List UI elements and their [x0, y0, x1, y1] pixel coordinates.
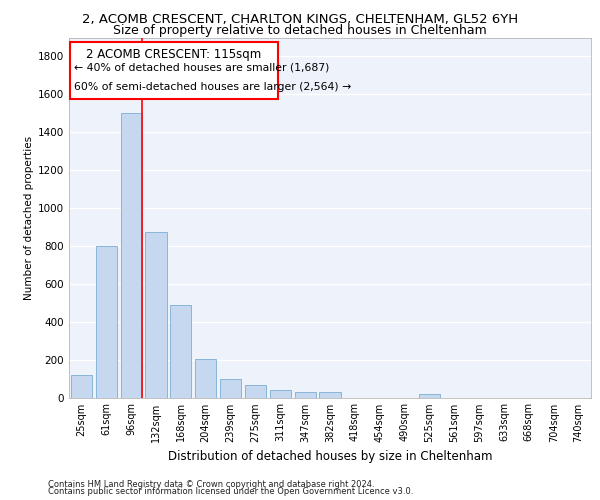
Bar	[170, 304, 191, 398]
Bar	[71, 375, 92, 398]
Bar	[121, 114, 142, 398]
Bar	[270, 390, 291, 398]
Bar	[145, 232, 167, 398]
Bar	[245, 385, 266, 398]
Text: Size of property relative to detached houses in Cheltenham: Size of property relative to detached ho…	[113, 24, 487, 37]
Bar	[220, 378, 241, 398]
Text: Contains public sector information licensed under the Open Government Licence v3: Contains public sector information licen…	[48, 487, 413, 496]
Bar	[295, 392, 316, 398]
Bar	[419, 394, 440, 398]
Bar	[96, 246, 117, 398]
Text: 60% of semi-detached houses are larger (2,564) →: 60% of semi-detached houses are larger (…	[74, 82, 351, 92]
Text: 2, ACOMB CRESCENT, CHARLTON KINGS, CHELTENHAM, GL52 6YH: 2, ACOMB CRESCENT, CHARLTON KINGS, CHELT…	[82, 12, 518, 26]
Bar	[319, 392, 341, 398]
X-axis label: Distribution of detached houses by size in Cheltenham: Distribution of detached houses by size …	[168, 450, 492, 463]
Bar	[70, 42, 278, 99]
Y-axis label: Number of detached properties: Number of detached properties	[24, 136, 34, 300]
Bar	[195, 358, 216, 398]
Text: 2 ACOMB CRESCENT: 115sqm: 2 ACOMB CRESCENT: 115sqm	[86, 48, 262, 60]
Text: Contains HM Land Registry data © Crown copyright and database right 2024.: Contains HM Land Registry data © Crown c…	[48, 480, 374, 489]
Text: ← 40% of detached houses are smaller (1,687): ← 40% of detached houses are smaller (1,…	[74, 62, 329, 72]
